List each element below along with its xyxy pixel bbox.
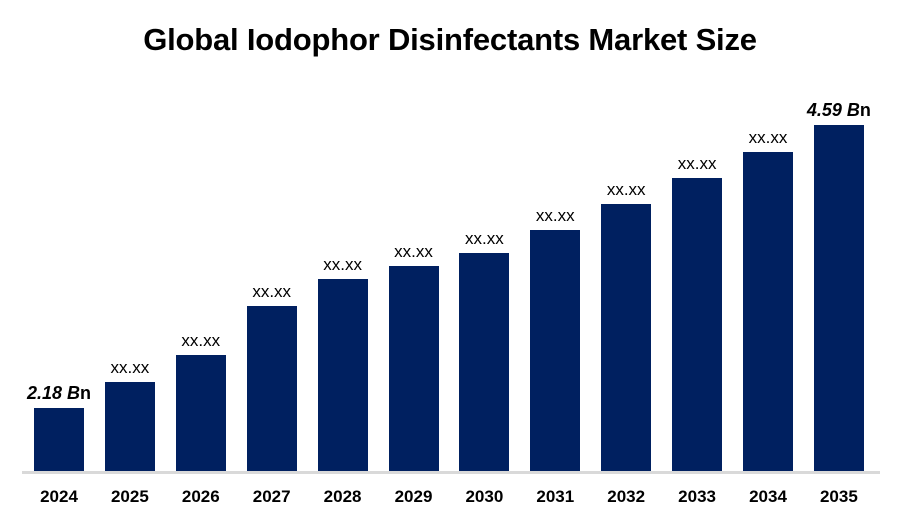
bar-value-text-2031: xx.xx [535,206,575,225]
category-label-2026: 2026 [181,487,220,506]
bar-value-unit-2024: n [80,383,92,403]
category-label-2024: 2024 [40,487,78,506]
bar-value-label-2025: xx.xx [111,358,150,378]
bar-2033[interactable]: xx.xx [672,154,723,471]
category-label-2025: 2025 [110,487,149,506]
bar-value-label-2032: xx.xx [607,180,646,200]
bar-2025[interactable]: xx.xx [104,358,155,471]
bar-value-label-2033: xx.xx [678,154,717,174]
bar-rect-2029[interactable] [388,266,439,471]
bar-value-text-2032: xx.xx [606,180,646,199]
bar-value-label-2026: xx.xx [181,331,220,351]
bar-rect-2024[interactable] [34,408,84,471]
bar-2032[interactable]: xx.xx [601,180,652,471]
bar-rect-2032[interactable] [601,204,652,471]
bar-2027[interactable]: xx.xx [246,282,297,471]
bar-value-text-2033: xx.xx [677,154,717,173]
bar-value-text-2034: xx.xx [748,128,788,147]
bar-rect-2026[interactable] [175,355,226,471]
bar-value-label-2034: xx.xx [749,128,788,148]
category-label-2035: 2035 [819,487,858,506]
category-label-2030: 2030 [465,487,504,506]
bar-2031[interactable]: xx.xx [530,206,581,471]
bar-rect-2028[interactable] [317,279,368,471]
bar-2035[interactable]: 4.59 Bn [807,100,871,471]
bar-rect-2035[interactable] [813,125,864,471]
bar-value-unit-2035: n [859,100,871,120]
bar-value-label-2030: xx.xx [465,229,504,249]
category-label-2027: 2027 [252,487,291,506]
chart-title: Global Iodophor Disinfectants Market Siz… [143,22,757,57]
bar-value-label-2031: xx.xx [536,206,575,226]
bar-2030[interactable]: xx.xx [459,229,510,471]
category-label-2034: 2034 [749,487,787,506]
bar-value-label-2024: 2.18 Bn [27,383,91,404]
bar-rect-2031[interactable] [530,230,581,471]
bar-rect-2030[interactable] [459,253,510,471]
bar-2029[interactable]: xx.xx [388,242,439,471]
bar-rect-2025[interactable] [104,382,155,471]
bar-2024[interactable]: 2.18 Bn [27,383,91,471]
category-label-2033: 2033 [678,487,716,506]
bar-2026[interactable]: xx.xx [175,331,226,471]
bar-value-label-2029: xx.xx [394,242,433,262]
bar-value-text-2029: xx.xx [394,242,433,261]
bar-value-text-2024: 2.18 B [26,383,81,403]
bar-value-label-2027: xx.xx [252,282,291,302]
bar-value-text-2028: xx.xx [323,255,362,274]
bar-value-text-2025: xx.xx [110,358,150,377]
bar-value-text-2027: xx.xx [252,282,292,301]
bar-value-text-2030: xx.xx [465,229,504,248]
category-label-2031: 2031 [536,487,575,506]
category-axis-line [22,471,880,474]
bar-rect-2027[interactable] [246,306,297,471]
bar-value-label-2028: xx.xx [323,255,362,275]
bar-value-label-2035: 4.59 Bn [807,100,871,121]
bar-value-text-2035: 4.59 B [806,100,860,120]
bar-2034[interactable]: xx.xx [743,128,793,471]
bar-2028[interactable]: xx.xx [317,255,368,471]
category-label-2028: 2028 [323,487,362,506]
bar-rect-2033[interactable] [672,178,723,471]
bar-value-text-2026: xx.xx [181,331,221,350]
bar-rect-2034[interactable] [743,152,793,471]
category-label-2029: 2029 [394,487,433,506]
category-label-2032: 2032 [607,487,646,506]
